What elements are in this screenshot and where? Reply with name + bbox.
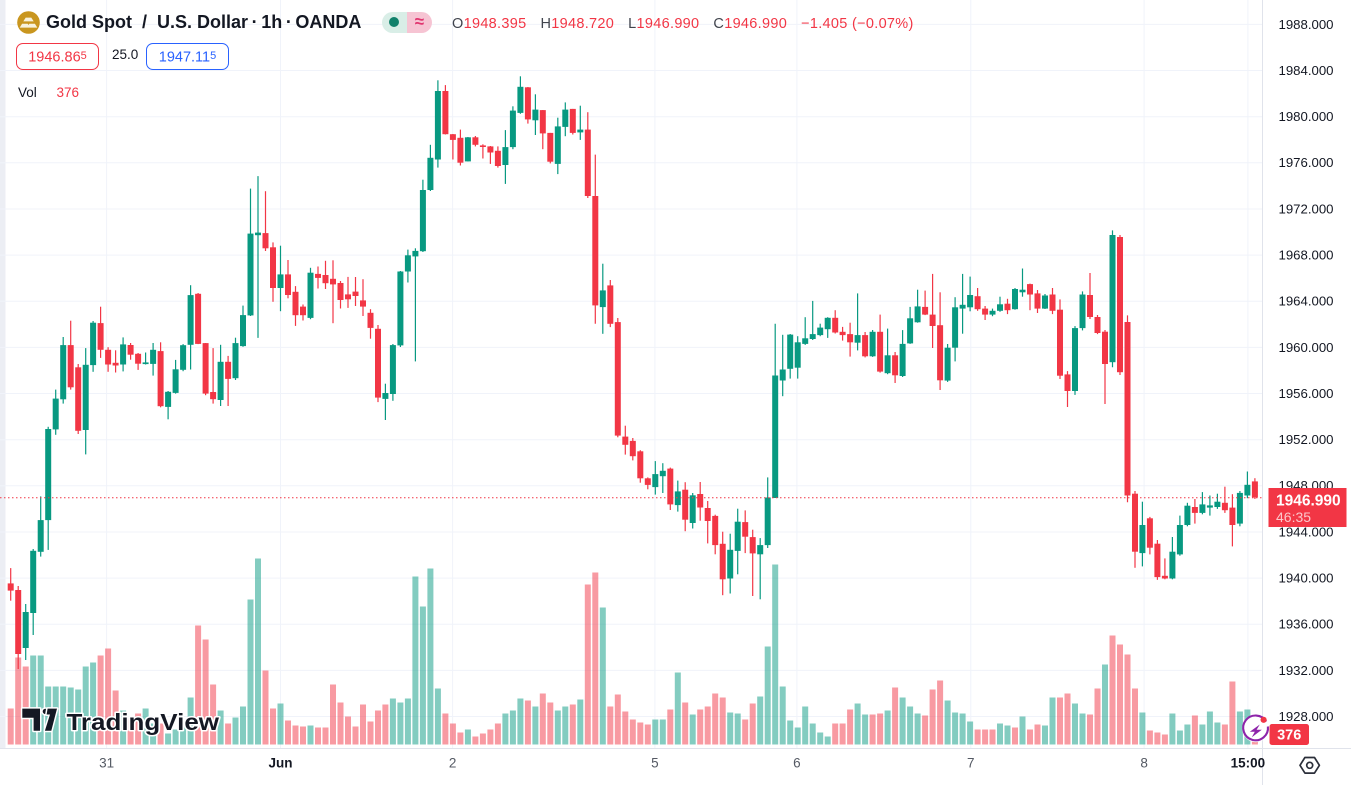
svg-text:46:35: 46:35 [1276,509,1311,525]
svg-text:1976.000: 1976.000 [1279,155,1334,170]
svg-text:7: 7 [967,756,975,771]
svg-text:1960.000: 1960.000 [1279,340,1334,355]
svg-text:2: 2 [449,756,457,771]
svg-text:1944.000: 1944.000 [1279,524,1334,539]
svg-text:1980.000: 1980.000 [1279,109,1334,124]
svg-text:15:00: 15:00 [1231,756,1266,771]
svg-text:6: 6 [793,756,801,771]
svg-text:1964.000: 1964.000 [1279,294,1334,309]
svg-text:Jun: Jun [268,756,292,771]
svg-text:TradingView: TradingView [67,709,220,735]
svg-text:1956.000: 1956.000 [1279,386,1334,401]
svg-text:1928.000: 1928.000 [1279,709,1334,724]
svg-text:5: 5 [651,756,659,771]
svg-text:1972.000: 1972.000 [1279,201,1334,216]
svg-text:1946.990: 1946.990 [1276,493,1341,510]
svg-text:1936.000: 1936.000 [1279,617,1334,632]
svg-text:1932.000: 1932.000 [1279,663,1334,678]
svg-text:1968.000: 1968.000 [1279,248,1334,263]
svg-text:376: 376 [1277,728,1301,744]
svg-text:1984.000: 1984.000 [1279,63,1334,78]
svg-text:1952.000: 1952.000 [1279,432,1334,447]
svg-text:1940.000: 1940.000 [1279,571,1334,586]
svg-text:1988.000: 1988.000 [1279,17,1334,32]
svg-text:31: 31 [99,756,114,771]
svg-text:8: 8 [1140,756,1148,771]
